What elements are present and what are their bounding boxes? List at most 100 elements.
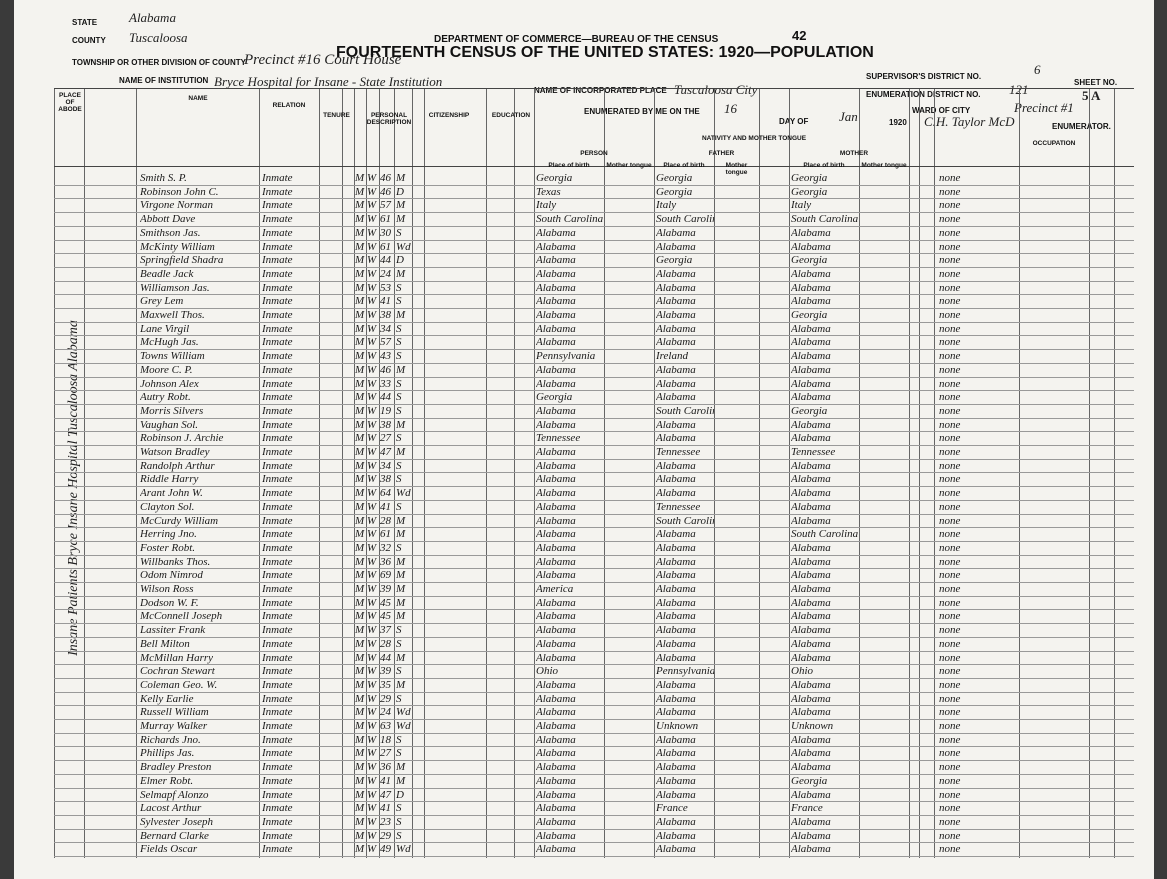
relation: Inmate (262, 391, 293, 404)
sex: M (355, 678, 365, 691)
name: Dodson W. F. (140, 596, 199, 609)
age: 19 (380, 404, 391, 417)
marital: M (396, 555, 406, 568)
father-birthplace: Alabama (656, 309, 696, 321)
birthplace: Alabama (536, 815, 576, 828)
row-rule (54, 814, 1134, 816)
marital: D (396, 788, 404, 801)
institution-label: NAME OF INSTITUTION (119, 76, 209, 85)
father-birthplace: Alabama (656, 418, 696, 431)
father-birthplace: South Carolina (656, 514, 714, 527)
row-rule (54, 212, 1134, 214)
birthplace: Alabama (536, 802, 576, 815)
birthplace: Georgia (536, 172, 573, 184)
row-rule (54, 664, 1134, 666)
race: W (367, 213, 377, 226)
row-rule (54, 773, 1134, 775)
marital: S (396, 815, 402, 828)
row-rule (54, 499, 1134, 501)
father-birthplace: Alabama (656, 733, 696, 746)
age: 41 (380, 774, 391, 787)
marital: M (396, 199, 406, 212)
age: 36 (380, 555, 391, 568)
sex: M (355, 651, 365, 664)
age: 61 (380, 240, 391, 253)
father-birthplace: Alabama (656, 555, 696, 568)
occupation: none (939, 555, 961, 568)
race: W (367, 596, 377, 609)
father-birthplace: Alabama (656, 336, 696, 349)
father-birthplace: Alabama (656, 624, 696, 637)
column-header: CITIZENSHIP (428, 112, 470, 119)
father-birthplace: Alabama (656, 596, 696, 609)
relation: Inmate (262, 336, 293, 349)
father-birthplace: Alabama (656, 459, 696, 472)
occupation: none (939, 377, 961, 390)
birthplace: South Carolina (536, 213, 604, 226)
father-birthplace: Alabama (656, 377, 696, 390)
marital: S (396, 432, 402, 445)
race: W (367, 514, 377, 527)
row-rule (54, 609, 1134, 611)
race: W (367, 254, 377, 267)
occupation: none (939, 226, 961, 239)
occupation: none (939, 500, 961, 513)
race: W (367, 637, 377, 650)
relation: Inmate (262, 774, 293, 787)
race: W (367, 624, 377, 637)
name: McKinty William (140, 240, 215, 253)
name: Elmer Robt. (140, 774, 194, 787)
marital: S (396, 377, 402, 390)
marital: M (396, 528, 406, 541)
race: W (367, 843, 377, 856)
father-birthplace: Alabama (656, 541, 696, 554)
mother-birthplace: South Carolina (791, 528, 859, 541)
birthplace: Alabama (536, 487, 576, 500)
year: 1920 (889, 118, 907, 127)
father-birthplace: Alabama (656, 391, 696, 404)
occupation: none (939, 363, 961, 376)
row-rule (54, 198, 1134, 200)
name: McMillan Harry (140, 651, 214, 664)
mother-birthplace: Alabama (791, 651, 831, 664)
occupation: none (939, 350, 961, 363)
relation: Inmate (262, 295, 293, 308)
row-rule (54, 623, 1134, 625)
state: Alabama (129, 10, 176, 25)
race: W (367, 720, 377, 732)
name: Selmapf Alonzo (140, 788, 209, 801)
name: Murray Walker (140, 720, 208, 732)
mother-birthplace: Alabama (791, 322, 831, 335)
birthplace: Alabama (536, 788, 576, 801)
birthplace: Alabama (536, 555, 576, 568)
race: W (367, 199, 377, 212)
race: W (367, 610, 377, 623)
marital: S (396, 541, 402, 554)
relation: Inmate (262, 624, 293, 637)
mother-birthplace: Georgia (791, 185, 828, 198)
name: Williamson Jas. (140, 281, 210, 294)
race: W (367, 692, 377, 705)
marital: S (396, 665, 402, 678)
row-rule (54, 746, 1134, 748)
age: 27 (380, 432, 391, 445)
occupation: none (939, 487, 961, 500)
enumeration: 121 (1009, 82, 1029, 98)
name: Phillips Jas. (140, 747, 195, 760)
marital: S (396, 281, 402, 294)
race: W (367, 761, 377, 774)
row-rule (54, 760, 1134, 762)
father-birthplace: Alabama (656, 295, 696, 308)
age: 39 (380, 665, 391, 678)
sex: M (355, 281, 365, 294)
birthplace: Pennsylvania (536, 350, 596, 363)
row-rule (54, 458, 1134, 460)
age: 38 (380, 418, 391, 431)
age: 44 (380, 391, 391, 404)
occupation: none (939, 459, 961, 472)
occupation: none (939, 514, 961, 527)
occupation: none (939, 733, 961, 746)
race: W (367, 473, 377, 486)
row-rule (54, 335, 1134, 337)
age: 33 (380, 377, 391, 390)
